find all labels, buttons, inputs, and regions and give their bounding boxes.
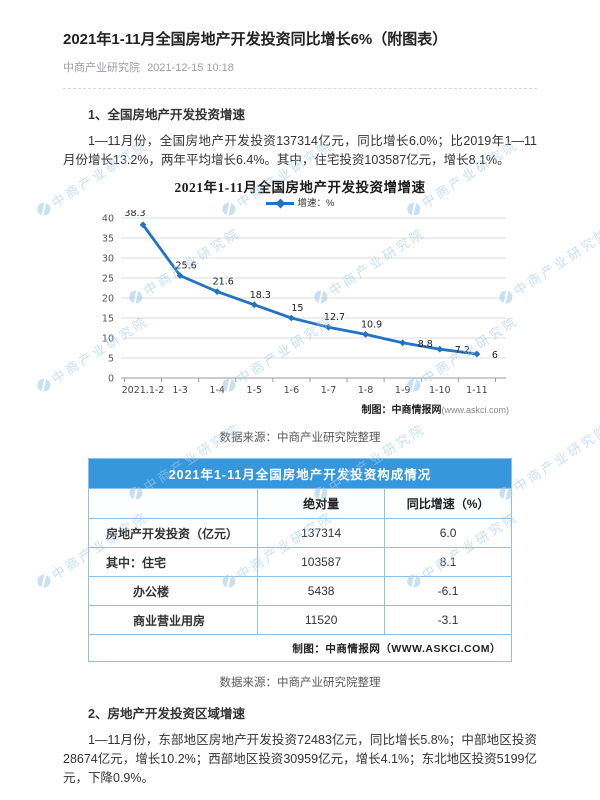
data-point-label: 18.3 [250,290,271,301]
line-chart-plot: 0 5 10 15 20 25 30 35 40 38.3 2021.1-2 25.6 1-3 21.6 1… [102,208,506,396]
y-axis-tick-label: 15 [102,314,114,325]
x-axis-category-label: 1-5 [247,385,263,396]
chart-credit-text: 制图：中商情报网 [361,405,442,417]
article-title: 2021年1-11月全国房地产开发投资同比增长6%（附图表） [63,31,448,48]
table-cell: 房地产开发投资（亿元） [87,518,259,549]
table-cell: 6.0 [384,518,512,549]
data-point-label: 25.6 [176,261,197,272]
article-meta: 中商产业研究院 2021-12-15 10:18 [63,59,537,75]
table-row: 商业营业用房 11520 -3.1 [87,605,512,636]
chart-source-note: 数据来源：中商产业研究院整理 [219,432,381,445]
table-cell: 137314 [257,518,386,549]
table-body: 房地产开发投资（亿元） 137314 6.0 其中：住宅 103587 8.1 办公楼 543… [87,518,512,636]
y-axis-tick-label: 5 [108,354,114,365]
table-cell: 商业营业用房 [87,605,259,636]
article-source: 中商产业研究院 [63,62,140,75]
data-point-marker [288,314,295,322]
y-axis-tick-label: 10 [102,334,114,345]
table-cell: 103587 [257,547,386,578]
table-column-header: 同比增速（%） [384,488,512,520]
data-point-marker [362,331,369,339]
table-title-row: 2021年1-11月全国房地产开发投资构成情况 [88,458,512,490]
table-credit: 制图：中商情报网（WWW.ASKCI.COM） [88,634,512,663]
data-point-label: 8.8 [418,339,433,350]
data-point-label: 10.9 [361,320,382,331]
trend-line [141,224,478,356]
table-title: 2021年1-11月全国房地产开发投资构成情况 [88,458,512,490]
chart-legend: 增速：% [85,198,515,210]
article-datetime: 2021-12-15 10:18 [147,62,234,75]
section1-heading: 1、全国房地产开发投资增速 [88,108,245,123]
table-cell: 其中：住宅 [87,547,259,578]
section1-paragraph: 1—11月份，全国房地产开发投资137314亿元，同比增长6.0%；比2019年… [63,134,537,168]
data-point-marker [213,288,221,296]
x-axis-category-label: 1-7 [321,385,337,396]
table-row: 房地产开发投资（亿元） 137314 6.0 [87,518,512,549]
table-cell: -6.1 [384,576,512,607]
chart-credit-url: (www.askci.com) [441,405,509,416]
data-point-label: 21.6 [213,277,234,288]
chart-title: 2021年1-11月全国房地产开发投资增增速 [174,180,426,196]
table-source-note: 数据来源：中商产业研究院整理 [219,677,381,690]
x-axis-category-label: 1-11 [466,385,488,396]
table-cell: 5438 [257,576,386,607]
investment-composition-table: 2021年1-11月全国房地产开发投资构成情况 绝对量 同比增速（%） 房地产开发… [87,458,512,663]
y-axis-tick-label: 30 [102,254,114,265]
table-column-header [87,488,259,520]
data-point-marker [436,346,444,353]
table-cell: -3.1 [384,605,512,636]
x-axis-category-label: 1-4 [209,385,225,396]
y-axis-tick-label: 20 [102,294,114,305]
section2-paragraph: 1—11月份，东部地区房地产开发投资72483亿元，同比增长5.8%；中部地区投… [63,733,537,786]
table-cell: 11520 [257,605,386,636]
y-axis-tick-label: 0 [108,374,114,385]
y-axis-tick-label: 35 [102,234,114,245]
table-row: 其中：住宅 103587 8.1 [87,547,512,578]
data-point-label: 12.7 [324,312,345,323]
legend-label: 增速：% [297,198,335,210]
investment-growth-chart: 2021年1-11月全国房地产开发投资增增速 增速：% 0 5 10 15 20 25 30… [85,176,515,417]
x-axis-category-label: 1-9 [395,385,411,396]
data-point-marker [176,272,184,280]
data-point-marker [139,221,147,229]
data-point-label: 7.2 [455,345,470,356]
legend-line-marker-icon [265,198,294,209]
table-cell: 办公楼 [87,576,259,607]
x-axis-category-label: 2021.1-2 [122,385,165,396]
data-point-marker [325,324,332,331]
section2-heading: 2、房地产开发投资区域增速 [88,707,245,722]
divider [63,88,537,90]
table-footer-row: 制图：中商情报网（WWW.ASKCI.COM） [88,634,512,663]
y-axis-tick-label: 40 [102,214,114,225]
data-point-marker [250,301,258,309]
table-column-header: 绝对量 [257,488,386,520]
data-point-marker [399,339,407,347]
chart-credit: 制图：中商情报网(www.askci.com) [85,404,515,417]
data-point-label: 15 [291,303,303,314]
table-header-row: 绝对量 同比增速（%） [87,488,512,520]
data-point-label: 6 [492,350,498,361]
data-point-label: 38.3 [124,210,145,219]
y-axis-tick-label: 25 [102,274,114,285]
data-point-marker [473,350,481,358]
table-cell: 8.1 [384,547,512,578]
x-axis-category-label: 1-6 [284,385,300,396]
x-axis-category-label: 1-10 [429,385,451,396]
table-row: 办公楼 5438 -6.1 [87,576,512,607]
x-axis-category-label: 1-3 [172,385,188,396]
x-axis-category-label: 1-8 [358,385,374,396]
